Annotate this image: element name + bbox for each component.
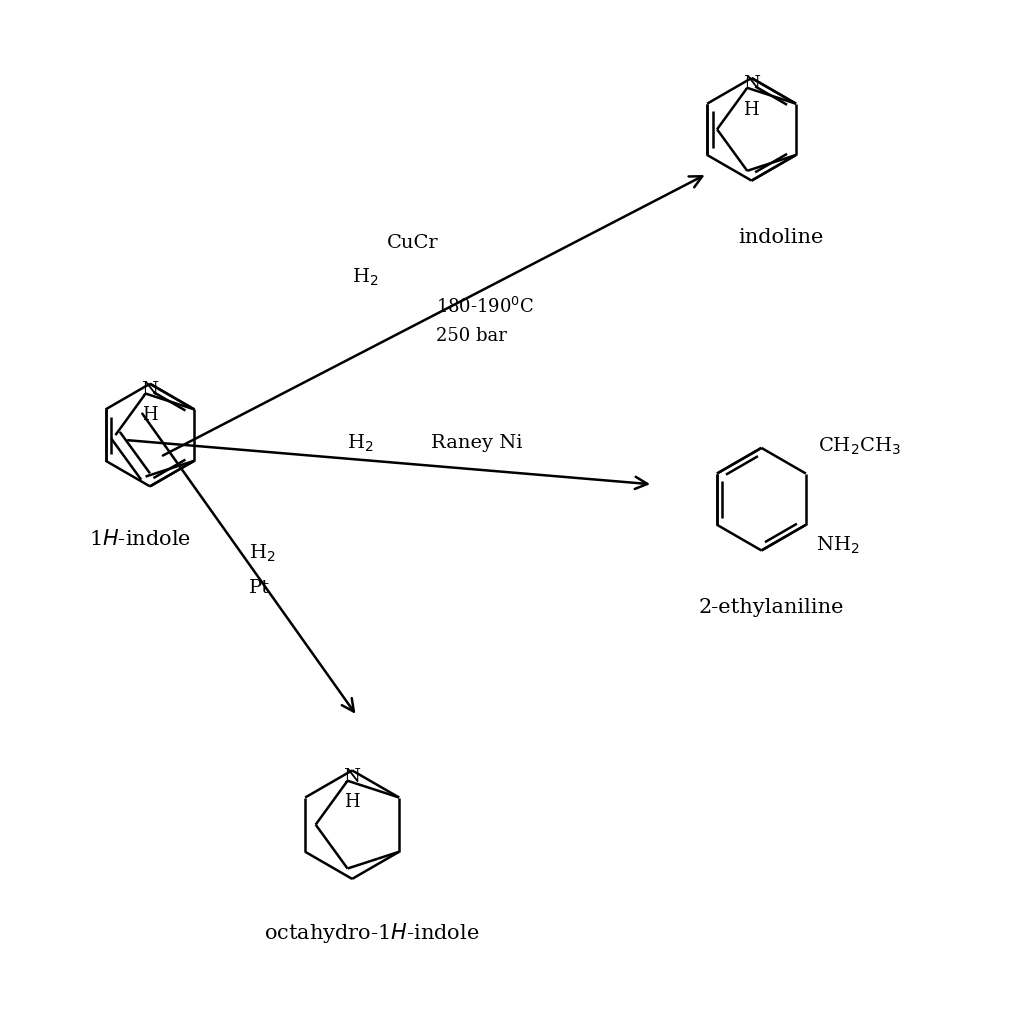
Text: H$_2$: H$_2$ [352, 266, 378, 288]
Text: H: H [344, 794, 359, 811]
Text: NH$_2$: NH$_2$ [816, 535, 859, 556]
Text: 180-190$^0$C: 180-190$^0$C [436, 297, 534, 316]
Text: indoline: indoline [738, 228, 824, 248]
Text: N: N [142, 381, 158, 398]
Text: H$_2$: H$_2$ [249, 543, 275, 564]
Text: N: N [743, 75, 759, 93]
Text: octahydro-1$H$-indole: octahydro-1$H$-indole [264, 922, 479, 945]
Text: CH$_2$CH$_3$: CH$_2$CH$_3$ [818, 435, 901, 457]
Text: H$_2$: H$_2$ [347, 432, 374, 454]
Text: Raney Ni: Raney Ni [431, 434, 523, 452]
Text: 2-ethylaniline: 2-ethylaniline [699, 598, 844, 617]
Text: N: N [343, 768, 360, 785]
Text: H: H [142, 407, 158, 424]
Text: 1$H$-indole: 1$H$-indole [89, 528, 191, 549]
Text: H: H [743, 100, 759, 119]
Text: 250 bar: 250 bar [436, 328, 507, 345]
Text: Pt: Pt [249, 579, 270, 597]
Text: CuCr: CuCr [386, 233, 439, 252]
